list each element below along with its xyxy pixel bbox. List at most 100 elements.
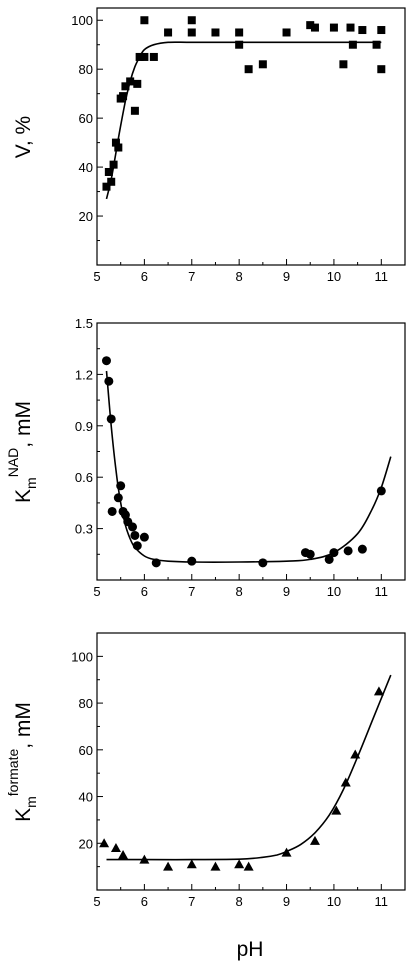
data-point xyxy=(109,160,118,169)
data-point xyxy=(139,532,149,542)
data-point xyxy=(186,859,197,869)
data-point xyxy=(281,847,292,857)
data-point xyxy=(372,40,381,49)
x-tick-label: 11 xyxy=(375,894,389,909)
data-point xyxy=(348,40,357,49)
data-point xyxy=(305,549,315,559)
data-point xyxy=(309,835,320,845)
y-tick-label: 40 xyxy=(79,790,93,805)
data-point xyxy=(114,143,123,152)
data-point xyxy=(104,167,113,176)
data-point xyxy=(282,28,291,37)
x-tick-label: 8 xyxy=(236,894,243,909)
data-point xyxy=(164,28,173,37)
x-tick-label: 8 xyxy=(236,584,243,599)
data-point xyxy=(116,481,126,491)
data-point xyxy=(149,52,158,61)
data-points xyxy=(101,356,386,568)
y-tick-label: 100 xyxy=(71,13,93,28)
data-point xyxy=(331,805,342,815)
x-axis-title: pH xyxy=(237,938,264,961)
data-point xyxy=(211,28,220,37)
data-points xyxy=(99,686,384,871)
data-point xyxy=(187,556,197,566)
x-tick-label: 9 xyxy=(283,894,290,909)
x-tick-label: 6 xyxy=(141,894,148,909)
data-point xyxy=(234,859,245,869)
data-point xyxy=(101,356,111,366)
data-point xyxy=(329,23,338,32)
data-point xyxy=(329,548,339,558)
y-tick-label: 40 xyxy=(79,160,93,175)
data-point xyxy=(210,861,221,871)
data-point xyxy=(339,60,348,69)
data-point xyxy=(140,52,149,61)
data-point xyxy=(119,92,128,101)
data-point xyxy=(106,414,116,424)
y-tick-label: 100 xyxy=(71,649,93,664)
y-tick-label: 0.9 xyxy=(75,419,93,434)
data-point xyxy=(107,177,116,186)
y-axis-title-sup: NAD xyxy=(5,448,21,478)
data-point xyxy=(244,65,253,74)
y-axis-title-unit: , mM xyxy=(12,401,35,448)
panel-km-nad: 5 6 7 8 9 10 11 0.3 0.6 0.9 1.2 1.5 KmNAD, mM xyxy=(5,316,406,599)
y-tick-label: 1.2 xyxy=(75,367,93,382)
y-tick-label: 60 xyxy=(79,111,93,126)
data-point xyxy=(187,28,196,37)
panel-velocity: 5 6 7 8 9 10 11 20 40 60 80 100 V, % xyxy=(12,7,406,284)
x-tick-label: 8 xyxy=(236,269,243,284)
data-point xyxy=(128,522,138,532)
data-point xyxy=(107,506,117,516)
x-tick-label: 6 xyxy=(141,584,148,599)
y-axis-title-sub: m xyxy=(23,477,39,489)
data-point xyxy=(132,541,142,551)
x-tick-label: 6 xyxy=(141,269,148,284)
data-point xyxy=(377,26,386,35)
x-tick-label: 9 xyxy=(283,584,290,599)
y-axis-title: V, % xyxy=(12,116,35,158)
data-point xyxy=(350,749,361,759)
data-point xyxy=(346,23,355,32)
data-point xyxy=(306,21,315,30)
data-point xyxy=(126,77,135,86)
fit-curve xyxy=(106,674,392,861)
data-point xyxy=(358,26,367,35)
y-axis-title-main: K xyxy=(12,808,35,822)
x-axis-ticks: 5 6 7 8 9 10 11 xyxy=(93,884,388,909)
y-axis-title-sub: m xyxy=(23,796,39,808)
y-axis-ticks: 20 40 60 80 100 xyxy=(71,13,103,242)
data-point xyxy=(376,486,386,496)
data-point xyxy=(104,376,114,386)
y-tick-label: 20 xyxy=(79,836,93,851)
x-tick-label: 10 xyxy=(327,894,341,909)
fit-curve xyxy=(105,370,392,563)
x-tick-label: 5 xyxy=(93,894,100,909)
y-axis-ticks: 0.3 0.6 0.9 1.2 1.5 xyxy=(75,316,103,555)
data-point xyxy=(357,544,367,554)
y-tick-label: 80 xyxy=(79,62,93,77)
data-point xyxy=(102,182,111,191)
data-point xyxy=(140,16,149,25)
x-tick-label: 10 xyxy=(327,269,341,284)
data-point xyxy=(99,838,110,848)
data-point xyxy=(133,79,142,88)
y-tick-label: 1.5 xyxy=(75,316,93,331)
x-tick-label: 7 xyxy=(188,894,195,909)
plot-frame xyxy=(96,632,406,891)
data-point xyxy=(373,686,384,696)
data-point xyxy=(258,60,267,69)
data-point xyxy=(343,546,353,556)
y-axis-title: KmNAD, mM xyxy=(5,401,39,503)
data-point xyxy=(258,558,268,568)
data-point xyxy=(187,16,196,25)
x-tick-label: 11 xyxy=(375,584,389,599)
data-points xyxy=(102,16,386,191)
y-axis-title-unit: , mM xyxy=(12,702,35,749)
x-tick-label: 11 xyxy=(375,269,389,284)
data-point xyxy=(135,52,144,61)
x-tick-label: 10 xyxy=(327,584,341,599)
x-tick-label: 5 xyxy=(93,584,100,599)
data-point xyxy=(111,138,120,147)
